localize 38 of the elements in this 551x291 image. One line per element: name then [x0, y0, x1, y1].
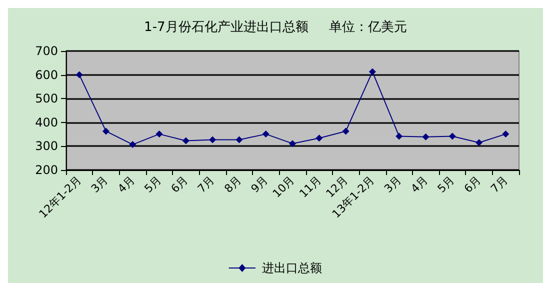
x-tick-label: 10月 — [270, 173, 298, 200]
point — [156, 130, 163, 138]
point — [316, 134, 323, 142]
x-tick-label: 3月 — [88, 173, 111, 196]
y-tick-label: 300 — [35, 139, 58, 154]
x-tick-label: 4月 — [115, 173, 138, 196]
x-tick-label: 7月 — [195, 173, 218, 196]
x-tick-label: 5月 — [435, 173, 457, 196]
point — [236, 136, 243, 144]
x-tick-label: 9月 — [248, 173, 270, 196]
point — [368, 68, 376, 76]
chart-title: 1-7月份石化产业进出口总额 单位：亿美元 — [144, 19, 407, 35]
x-tick-label: 8月 — [222, 173, 244, 196]
point — [129, 141, 136, 148]
y-tick-label: 400 — [35, 115, 58, 130]
point — [448, 132, 456, 140]
point — [396, 132, 403, 140]
point — [476, 139, 483, 146]
x-tick-label: 6月 — [462, 173, 484, 196]
point — [102, 128, 110, 135]
point — [209, 136, 216, 144]
x-tick-label: 11月 — [296, 173, 324, 200]
x-tick-label: 4月 — [408, 173, 430, 196]
point — [342, 128, 350, 135]
point — [262, 130, 270, 138]
y-tick-label: 500 — [35, 92, 58, 106]
legend-label: 进出口总额 — [262, 261, 322, 275]
point — [76, 71, 83, 78]
x-tick-label: 3月 — [382, 173, 404, 196]
y-tick-label: 700 — [35, 44, 58, 58]
y-tick-label: 600 — [35, 68, 58, 82]
point — [182, 137, 190, 144]
x-tick-label: 5月 — [142, 173, 164, 196]
point — [289, 140, 296, 148]
point — [422, 133, 430, 140]
x-tick-label: 6月 — [168, 173, 191, 196]
x-tick-label: 7月 — [488, 173, 510, 196]
point — [502, 130, 510, 138]
